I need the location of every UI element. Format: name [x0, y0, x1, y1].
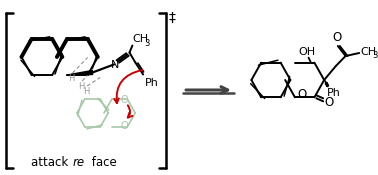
Text: N: N [111, 60, 119, 69]
Text: OH: OH [298, 47, 315, 57]
Text: O: O [121, 95, 128, 105]
Text: face: face [88, 156, 116, 169]
Text: O: O [332, 31, 341, 44]
Text: CH: CH [360, 47, 376, 57]
Polygon shape [67, 71, 93, 75]
Text: H: H [78, 82, 84, 91]
Text: Ph: Ph [145, 78, 159, 88]
Text: O: O [298, 88, 307, 101]
Text: Ph: Ph [327, 88, 341, 98]
Text: H: H [83, 87, 89, 96]
Text: re: re [72, 156, 84, 169]
Text: 3: 3 [372, 51, 377, 60]
Text: attack: attack [31, 156, 72, 169]
Text: 3: 3 [144, 38, 149, 47]
Text: O: O [324, 96, 333, 109]
Text: CH: CH [132, 34, 149, 44]
Text: ‡: ‡ [169, 11, 175, 25]
Text: H: H [68, 74, 75, 83]
Text: O: O [121, 121, 128, 131]
Text: +: + [115, 56, 122, 65]
